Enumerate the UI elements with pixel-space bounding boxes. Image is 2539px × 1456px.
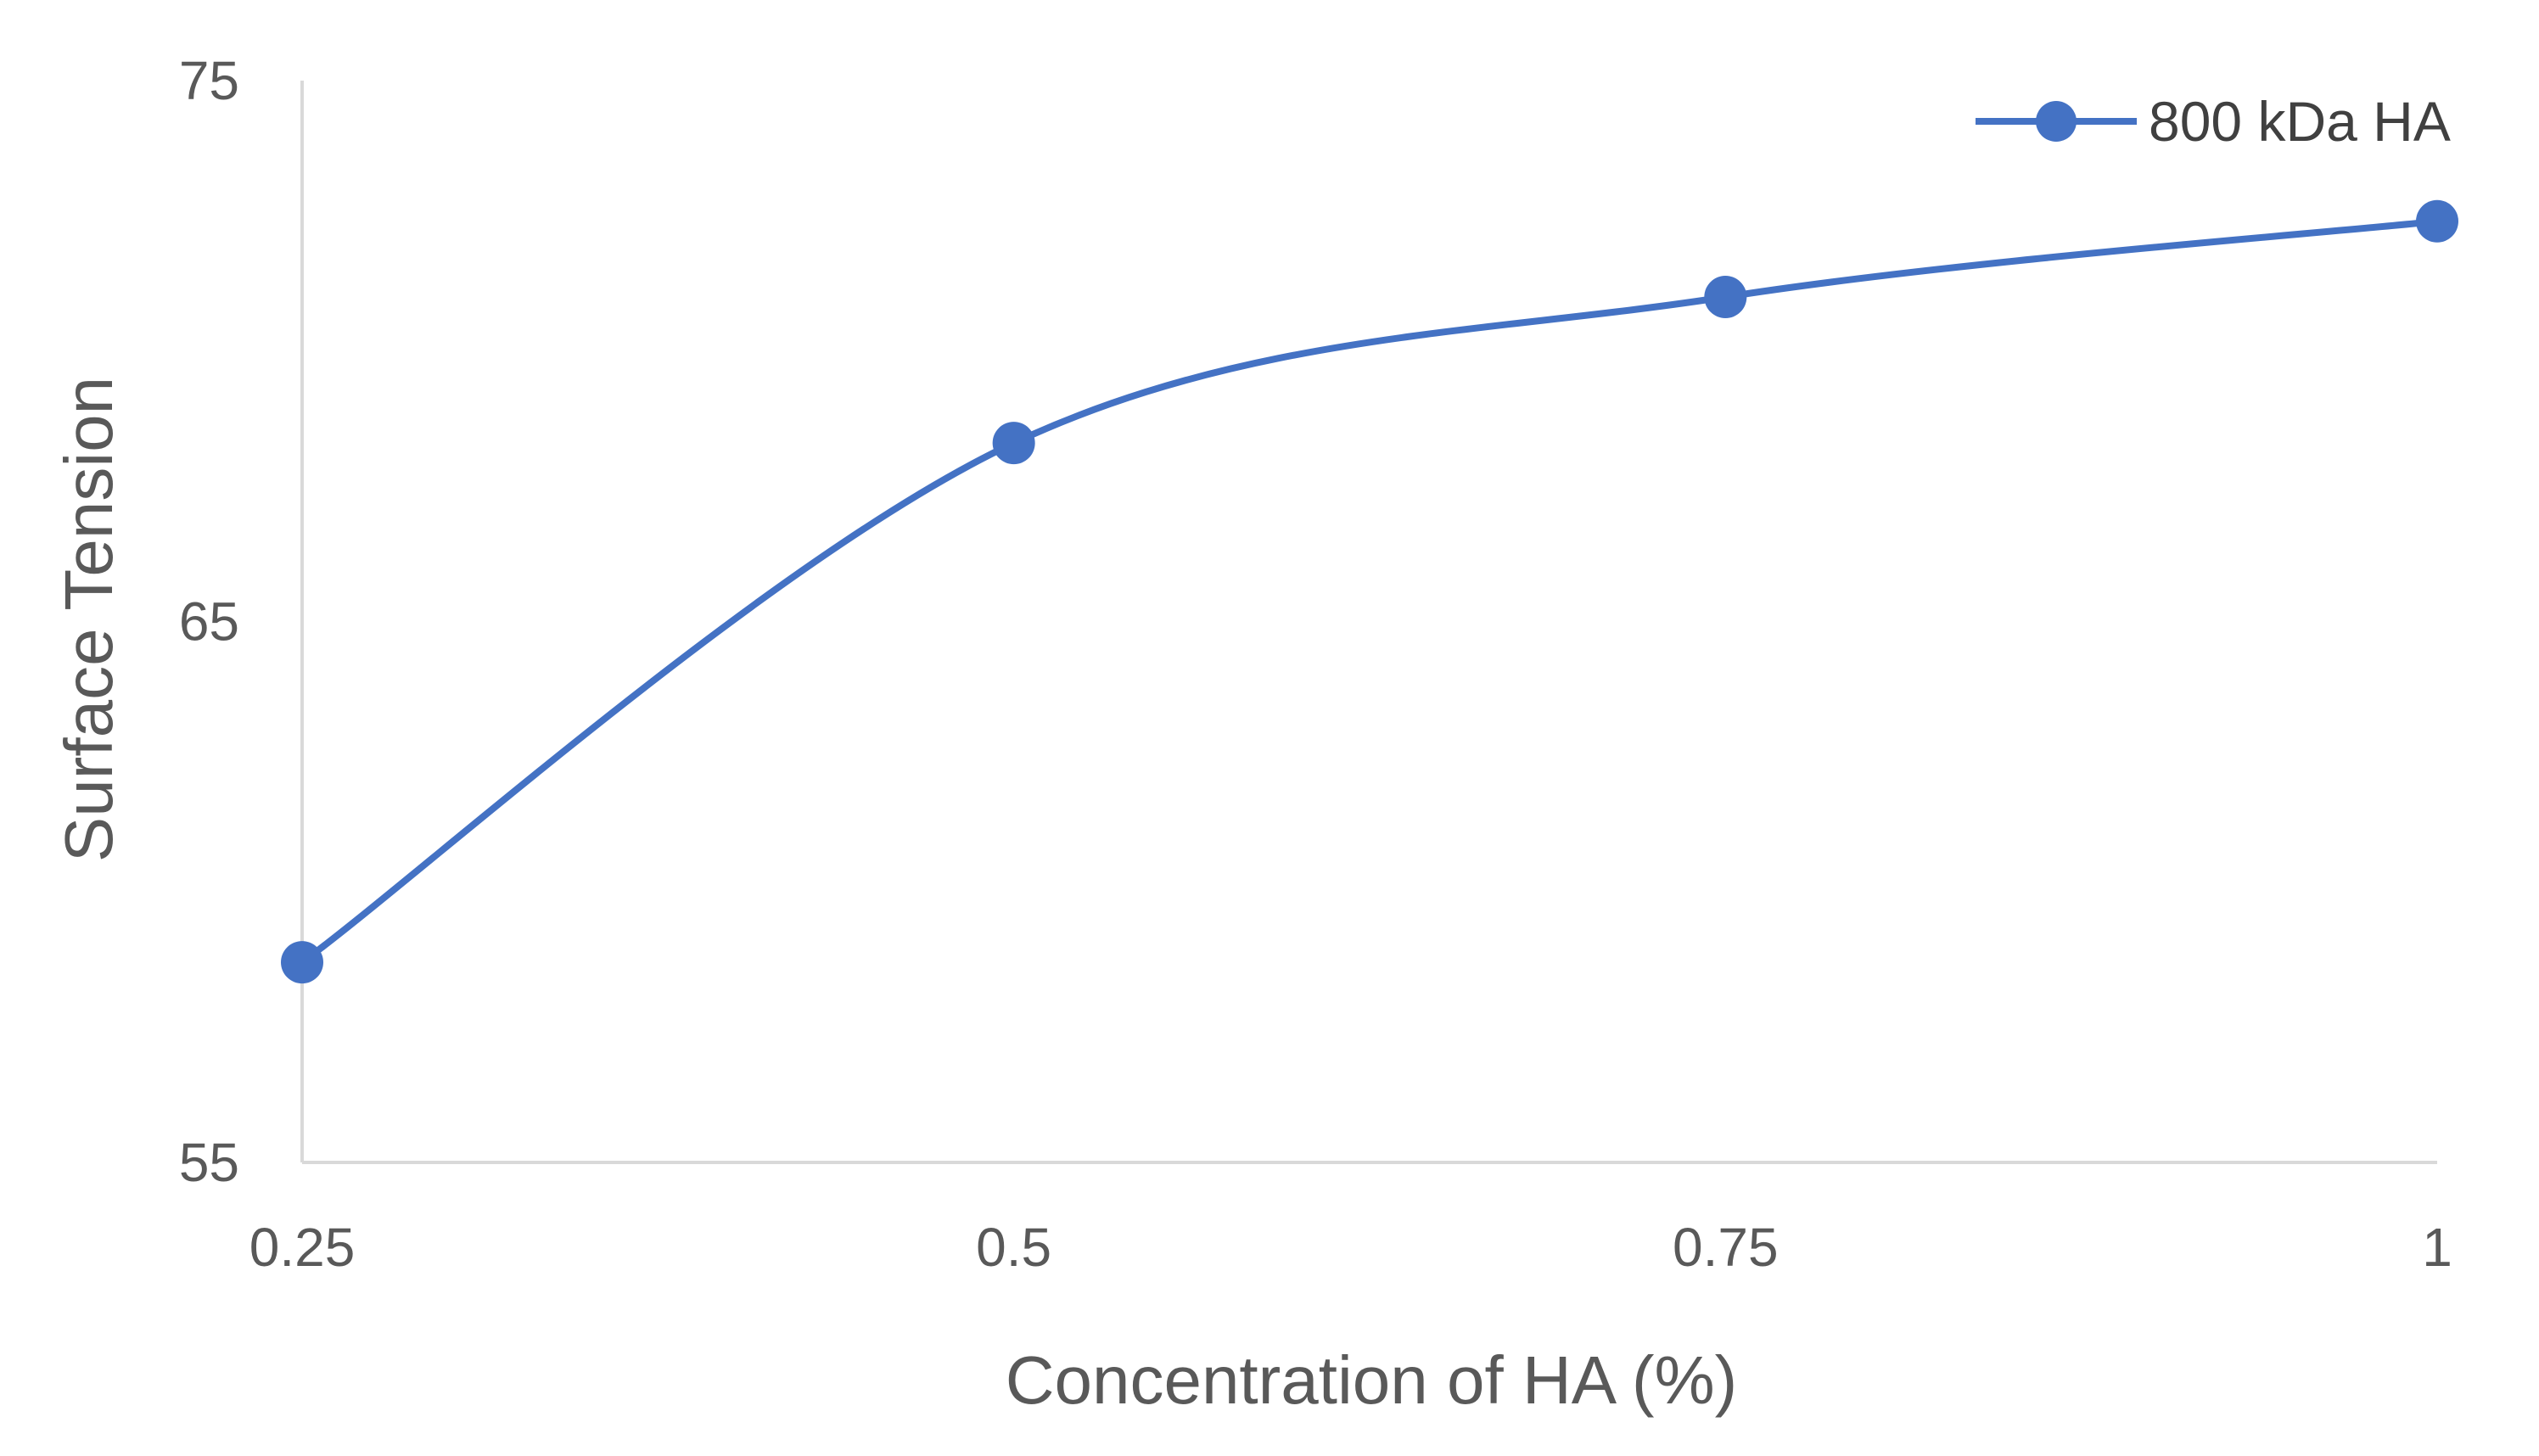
x-tick-label: 0.5 xyxy=(976,1217,1051,1278)
data-point-marker xyxy=(2416,199,2458,243)
legend-series-marker xyxy=(2036,101,2077,142)
y-tick-label: 55 xyxy=(179,1132,239,1193)
x-tick-label: 0.75 xyxy=(1673,1217,1779,1278)
x-axis-title: Concentration of HA (%) xyxy=(1006,1342,1738,1418)
y-tick-label: 75 xyxy=(179,50,239,111)
y-axis-title: Surface Tension xyxy=(51,377,126,862)
x-tick-label: 0.25 xyxy=(249,1217,356,1278)
data-point-marker xyxy=(992,422,1035,465)
x-tick-label: 1 xyxy=(2422,1217,2452,1278)
axes xyxy=(300,81,2437,1164)
series-line xyxy=(299,217,2441,966)
y-tick-labels: 55 65 75 xyxy=(179,50,239,1193)
data-point-marker xyxy=(281,941,323,984)
legend: 800 kDa HA xyxy=(1976,90,2451,153)
series-layer xyxy=(281,199,2458,984)
data-point-marker xyxy=(1704,276,1747,318)
legend-series-label: 800 kDa HA xyxy=(2149,90,2451,153)
y-tick-label: 65 xyxy=(179,591,239,652)
x-tick-labels: 0.25 0.5 0.75 1 xyxy=(249,1217,2452,1278)
